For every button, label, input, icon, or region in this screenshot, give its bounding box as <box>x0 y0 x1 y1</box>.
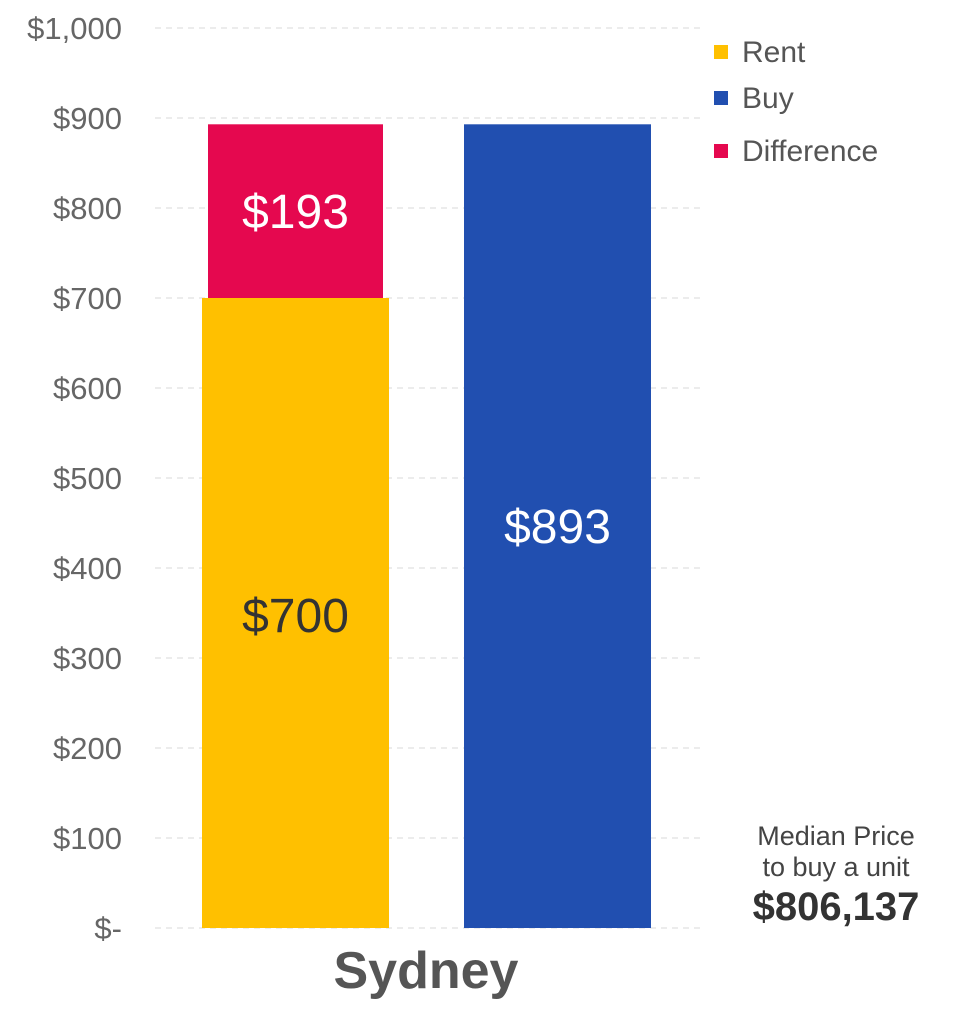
bar-rent <box>202 298 389 928</box>
y-tick-label: $600 <box>53 371 122 406</box>
x-tick-label: Sydney <box>334 942 519 1000</box>
label-rent: $700 <box>242 590 349 643</box>
annotation-line-1: Median Price <box>757 821 915 851</box>
bar-buy <box>464 124 651 929</box>
median-price-annotation: Median Price to buy a unit $806,137 <box>753 821 920 929</box>
y-tick-label: $700 <box>53 281 122 316</box>
label-difference: $193 <box>242 186 349 239</box>
legend-label: Difference <box>742 135 878 168</box>
y-tick-label: $400 <box>53 551 122 586</box>
bars <box>202 124 651 929</box>
annotation-line-2: to buy a unit <box>762 852 910 882</box>
bar-difference <box>208 124 383 298</box>
annotation-value: $806,137 <box>753 885 920 929</box>
x-axis-ticks: Sydney <box>334 942 519 1000</box>
legend-swatch <box>714 91 728 105</box>
y-tick-label: $100 <box>53 821 122 856</box>
y-tick-label: $900 <box>53 101 122 136</box>
y-tick-label: $200 <box>53 731 122 766</box>
y-tick-label: $300 <box>53 641 122 676</box>
legend: Rent Buy Difference <box>714 36 878 168</box>
y-tick-label: $500 <box>53 461 122 496</box>
legend-label: Buy <box>742 82 794 115</box>
y-tick-label: $800 <box>53 191 122 226</box>
y-tick-label: $1,000 <box>27 11 122 46</box>
label-buy: $893 <box>504 501 611 554</box>
legend-label: Rent <box>742 36 806 69</box>
y-axis-ticks: $- $100 $200 $300 $400 $500 $600 $700 $800 $900 $1… <box>27 11 122 946</box>
y-tick-label: $- <box>94 911 122 946</box>
bar-data-labels: $193 $700 $893 <box>242 186 611 643</box>
legend-swatch <box>714 45 728 59</box>
legend-swatch <box>714 144 728 158</box>
